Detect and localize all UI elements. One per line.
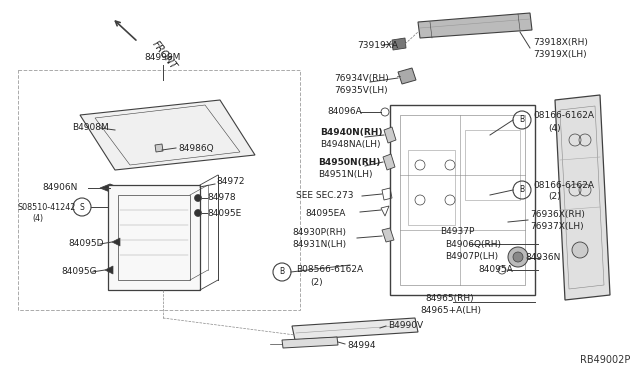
- Text: (2): (2): [548, 192, 561, 202]
- Text: 76936X(RH): 76936X(RH): [530, 211, 585, 219]
- Text: 76935V(LH): 76935V(LH): [334, 86, 388, 94]
- Text: SEE SEC.273: SEE SEC.273: [296, 190, 353, 199]
- Text: B4937P: B4937P: [440, 228, 474, 237]
- Text: B4990V: B4990V: [388, 321, 423, 330]
- Text: 84095E: 84095E: [207, 208, 241, 218]
- Text: B4951N(LH): B4951N(LH): [318, 170, 372, 180]
- Circle shape: [508, 247, 528, 267]
- Text: 08166-6162A: 08166-6162A: [533, 180, 594, 189]
- Polygon shape: [292, 318, 418, 340]
- Text: (4): (4): [548, 124, 561, 132]
- Text: 84096A: 84096A: [327, 108, 362, 116]
- Polygon shape: [555, 95, 610, 300]
- Text: 76934V(RH): 76934V(RH): [334, 74, 388, 83]
- Text: S: S: [79, 202, 84, 212]
- Polygon shape: [155, 144, 163, 152]
- Text: B4940N(RH): B4940N(RH): [320, 128, 383, 137]
- Polygon shape: [418, 13, 532, 38]
- Text: 84931N(LH): 84931N(LH): [292, 241, 346, 250]
- Text: 84095EA: 84095EA: [305, 208, 346, 218]
- Text: 84095G: 84095G: [61, 267, 97, 276]
- Text: 84930P(RH): 84930P(RH): [292, 228, 346, 237]
- Text: B: B: [520, 186, 525, 195]
- Text: 84986Q: 84986Q: [178, 144, 214, 153]
- Polygon shape: [108, 185, 200, 290]
- Text: 84095D: 84095D: [68, 240, 104, 248]
- Circle shape: [513, 252, 523, 262]
- Text: B4907P(LH): B4907P(LH): [445, 251, 498, 260]
- Text: 73919X(LH): 73919X(LH): [533, 49, 587, 58]
- Text: 84095A: 84095A: [478, 266, 513, 275]
- Polygon shape: [383, 154, 395, 170]
- Polygon shape: [398, 68, 416, 84]
- Polygon shape: [105, 266, 113, 274]
- Text: 76937X(LH): 76937X(LH): [530, 222, 584, 231]
- Circle shape: [195, 195, 202, 202]
- Text: B08566-6162A: B08566-6162A: [296, 266, 363, 275]
- Text: 73919XA: 73919XA: [357, 41, 398, 49]
- Polygon shape: [100, 184, 120, 192]
- Circle shape: [195, 209, 202, 217]
- Polygon shape: [382, 228, 394, 242]
- Text: B4906Q(RH): B4906Q(RH): [445, 240, 501, 248]
- Circle shape: [572, 242, 588, 258]
- Text: B4948NA(LH): B4948NA(LH): [320, 140, 381, 148]
- Text: 84978: 84978: [207, 193, 236, 202]
- Text: FRONT: FRONT: [150, 39, 179, 71]
- Text: B: B: [520, 115, 525, 125]
- Text: RB49002P: RB49002P: [580, 355, 630, 365]
- Text: B: B: [280, 267, 285, 276]
- Polygon shape: [282, 337, 338, 348]
- Text: 08166-6162A: 08166-6162A: [533, 112, 594, 121]
- Text: 84965(RH): 84965(RH): [425, 294, 474, 302]
- Text: B4908M: B4908M: [72, 124, 109, 132]
- Text: 84965+A(LH): 84965+A(LH): [420, 305, 481, 314]
- Text: 73918X(RH): 73918X(RH): [533, 38, 588, 46]
- Polygon shape: [112, 238, 120, 246]
- Text: 84972: 84972: [216, 177, 244, 186]
- Text: S08510-41242: S08510-41242: [18, 202, 76, 212]
- Text: 84936N: 84936N: [525, 253, 561, 263]
- Text: 84998M: 84998M: [145, 54, 181, 62]
- Text: B4950N(RH): B4950N(RH): [318, 158, 380, 167]
- Text: 84994: 84994: [347, 340, 376, 350]
- Polygon shape: [80, 100, 255, 170]
- Text: 84906N: 84906N: [42, 183, 77, 192]
- Polygon shape: [392, 38, 406, 50]
- Text: (2): (2): [310, 278, 323, 286]
- Polygon shape: [384, 127, 396, 143]
- Text: (4): (4): [32, 214, 43, 222]
